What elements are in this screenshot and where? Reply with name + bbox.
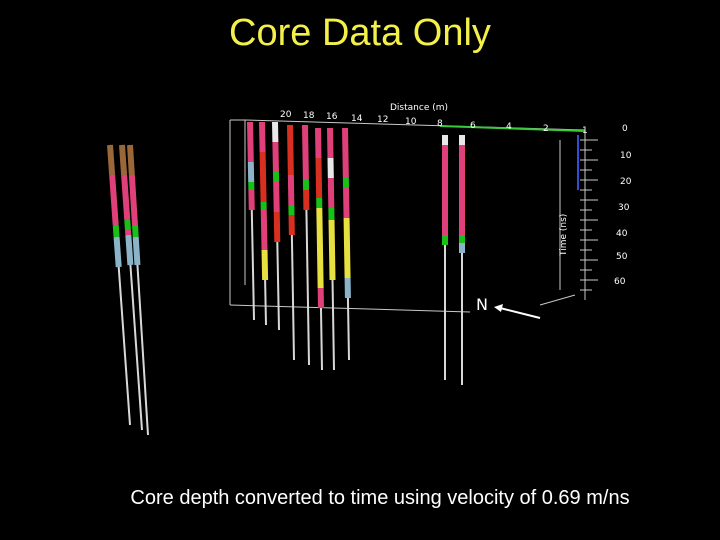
- x-tick-label: 8: [437, 119, 443, 129]
- slide-title: Core Data Only: [229, 12, 491, 54]
- x-tick-label: 12: [377, 115, 388, 125]
- core-segment: [302, 124, 309, 181]
- x-tick-label: 10: [405, 117, 417, 127]
- y-tick-label: 60: [614, 277, 626, 287]
- core-segment: [109, 174, 119, 226]
- core-segment: [343, 217, 351, 279]
- core-segment: [113, 236, 122, 268]
- core-segment: [287, 174, 295, 206]
- core-segment: [124, 219, 131, 231]
- y-tick-label: 50: [616, 252, 628, 262]
- x-tick-label: 14: [351, 114, 363, 124]
- core-segment: [259, 151, 267, 203]
- core-segment: [119, 144, 128, 176]
- core-segment: [343, 187, 350, 219]
- north-arrowhead-icon: [494, 304, 503, 312]
- slide-caption: Core depth converted to time using veloc…: [130, 487, 630, 509]
- core-segment: [121, 174, 131, 221]
- x-tick-label: 16: [326, 112, 338, 122]
- core-segment: [315, 157, 323, 199]
- core-segment: [273, 211, 281, 243]
- core-segment: [261, 249, 269, 281]
- y-tick-label: 0: [622, 124, 628, 134]
- x-tick-label: 1: [582, 126, 588, 136]
- x-tick-label: 20: [280, 110, 292, 120]
- core-segment: [272, 141, 279, 173]
- core-segment: [260, 209, 268, 251]
- core-group: [107, 121, 465, 436]
- x-tick-label: 6: [470, 121, 476, 131]
- x-axis-label: Distance (m): [390, 103, 448, 113]
- y-tick-label: 40: [616, 229, 628, 239]
- plot-box: [229, 119, 586, 313]
- top-axis-line: [439, 125, 586, 132]
- x-tick-label: 18: [303, 111, 315, 121]
- y-tick-label: 30: [618, 203, 630, 213]
- x-tick-label: 2: [543, 124, 549, 134]
- core-segment: [287, 124, 294, 176]
- core-segment: [342, 127, 349, 179]
- y-tick-label: 10: [620, 151, 632, 161]
- core-segment: [112, 224, 120, 238]
- north-label: N: [476, 295, 488, 314]
- core-segment: [132, 236, 141, 266]
- tick-marks: [580, 139, 598, 291]
- north-arrow-icon: [499, 307, 541, 319]
- core-segment: [131, 224, 139, 238]
- core-segment: [127, 144, 135, 176]
- core-segment: [316, 207, 324, 289]
- core-segment: [128, 174, 138, 226]
- core-segment: [125, 234, 134, 266]
- y-axis-label: Time (ns): [559, 214, 569, 257]
- x-tick-label: 4: [506, 122, 512, 132]
- core-segment: [107, 144, 116, 176]
- y-tick-label: 20: [620, 177, 632, 187]
- core-segment: [259, 121, 266, 153]
- core-segment: [328, 219, 336, 281]
- core-segment: [247, 121, 254, 163]
- core-segment: [273, 181, 280, 213]
